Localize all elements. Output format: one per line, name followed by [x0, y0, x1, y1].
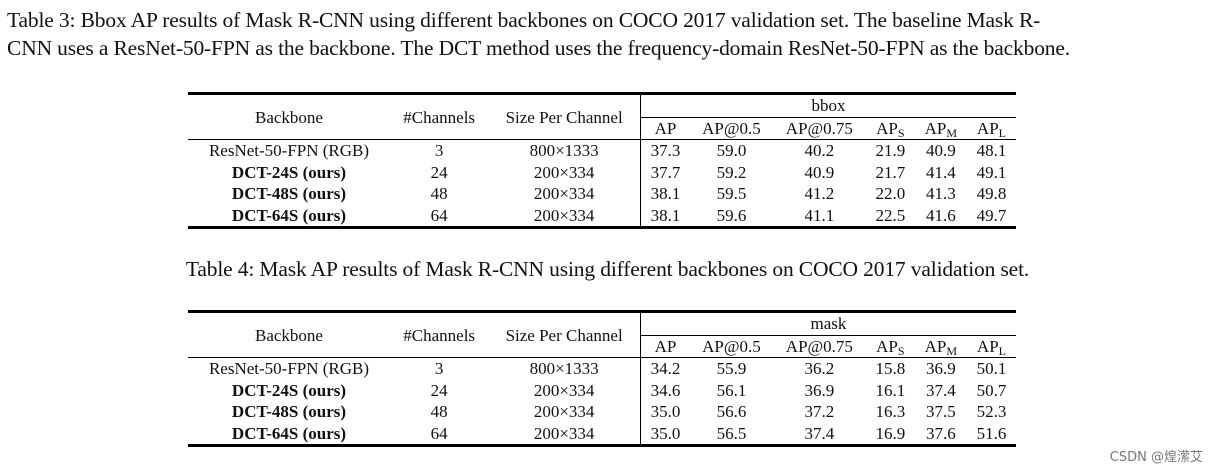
table4-col-channels: #Channels [390, 310, 489, 358]
table3-col-size: Size Per Channel [488, 92, 641, 140]
table3-caption-line1: Table 3: Bbox AP results of Mask R-CNN u… [7, 8, 1041, 32]
table-row: DCT-48S (ours) 48 200×334 35.0 56.6 37.2… [231, 401, 1007, 423]
table4-col-ap50: AP@0.5 [690, 335, 773, 358]
table3-col-channels: #Channels [390, 92, 489, 140]
table4-col-ap75: AP@0.75 [772, 335, 866, 358]
table-row: DCT-48S (ours) 48 200×334 38.1 59.5 41.2… [231, 183, 1007, 205]
table3-group-header: bbox [639, 92, 1016, 118]
table4-col-aps: APS [865, 335, 915, 358]
table-row: ResNet-50-FPN (RGB) 3 800×1333 37.3 59.0… [208, 139, 1007, 162]
table-row: DCT-64S (ours) 64 200×334 38.1 59.6 41.1… [188, 204, 1016, 229]
table-row: ResNet-50-FPN (RGB) 3 800×1333 34.2 55.9… [208, 357, 1007, 380]
table4-caption: Table 4: Mask AP results of Mask R-CNN u… [185, 257, 1030, 281]
table3-header-row: Backbone #Channels Size Per Channel bbox [188, 92, 1016, 140]
table3-col-ap75: AP@0.75 [772, 117, 866, 140]
table3-col-apm: APM [914, 117, 967, 140]
table4-col-apm: APM [914, 335, 967, 358]
table3-caption: Table 3: Bbox AP results of Mask R-CNN u… [7, 6, 1207, 62]
table4-col-apl: APL [966, 335, 1016, 358]
table4: Backbone #Channels Size Per Channel mask… [188, 310, 1016, 447]
table4-col-ap: AP [639, 335, 691, 358]
table3: Backbone #Channels Size Per Channel bbox… [188, 92, 1016, 229]
table4-col-backbone: Backbone [188, 310, 390, 358]
watermark: CSDN @煌潆艾 [1109, 450, 1203, 465]
table3-col-ap: AP [639, 117, 691, 140]
table-row: DCT-24S (ours) 24 200×334 34.6 56.1 36.9… [231, 379, 1007, 401]
table3-col-backbone: Backbone [188, 92, 390, 140]
table4-group-header: mask [639, 310, 1016, 336]
table-row: DCT-64S (ours) 64 200×334 35.0 56.5 37.4… [188, 422, 1016, 447]
table3-col-ap50: AP@0.5 [690, 117, 773, 140]
table-row: DCT-24S (ours) 24 200×334 37.7 59.2 40.9… [231, 161, 1007, 183]
table3-col-apl: APL [966, 117, 1016, 140]
table4-header-row: Backbone #Channels Size Per Channel mask [188, 310, 1016, 358]
table4-col-size: Size Per Channel [488, 310, 641, 358]
table3-col-aps: APS [865, 117, 915, 140]
table4-subheader-row: AP AP@0.5 AP@0.75 APS APM APL [188, 335, 1016, 358]
table3-caption-line2: CNN uses a ResNet-50-FPN as the backbone… [7, 36, 1071, 60]
table3-subheader-row: AP AP@0.5 AP@0.75 APS APM APL [188, 117, 1016, 140]
